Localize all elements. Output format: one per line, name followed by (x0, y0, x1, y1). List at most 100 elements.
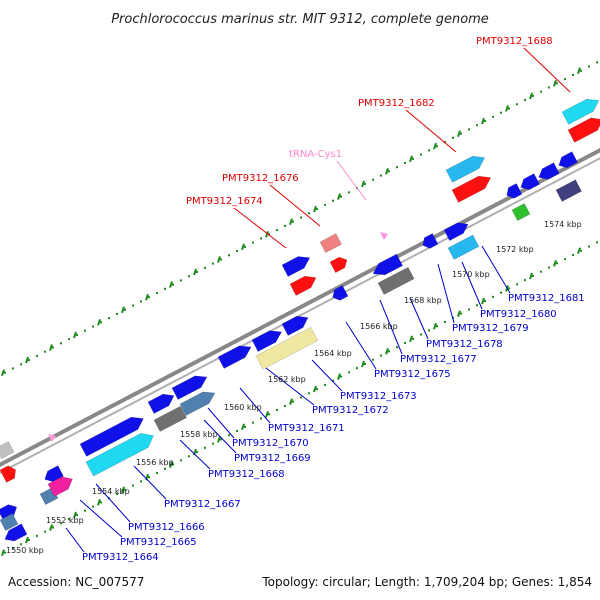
outer-major-tick (409, 155, 413, 163)
gene-label: PMT9312_1678 (426, 339, 503, 350)
genome-title: Prochlorococcus marinus str. MIT 9312, c… (111, 12, 489, 27)
gray-feature-shape (377, 266, 415, 295)
inner-major-tick (169, 461, 173, 468)
outer-major-tick (529, 92, 533, 100)
lightblue-feature-shape (447, 234, 480, 260)
outer-tick-dot (188, 275, 190, 278)
kbp-scale: 1550 kbp 1552 kbp 1554 kbp 1556 kbp 1558 kbp… (6, 220, 582, 555)
cds-arrow (4, 523, 28, 542)
outer-tick-dot (204, 266, 206, 269)
outer-tick-dot (444, 141, 446, 144)
gene-label: PMT9312_1668 (208, 469, 285, 480)
inner-tick-dot (260, 417, 262, 420)
kbp-label: 1560 kbp (224, 403, 262, 412)
feature-track (0, 98, 600, 542)
outer-major-tick (385, 168, 389, 175)
gene-label: PMT9312_1675 (374, 369, 451, 380)
genome-backbone (0, 147, 600, 474)
cds-arrow (147, 393, 175, 414)
gray-feature (153, 405, 187, 432)
label-leader-line (65, 527, 85, 553)
outer-major-tick (1, 369, 5, 376)
outer-tick-dot (524, 99, 526, 102)
inner-tick-dot (412, 337, 414, 340)
inner-major-tick (481, 297, 485, 305)
kbp-label: 1564 kbp (314, 349, 352, 358)
outer-tick-dot (20, 363, 22, 366)
inner-tick-dot (540, 270, 542, 273)
outer-tick-dot (420, 153, 422, 156)
cds-arrow (520, 173, 540, 190)
outer-tick-dot (388, 170, 390, 173)
trna-marker (48, 434, 56, 442)
inner-tick-dot (572, 253, 574, 256)
inner-major-tick (217, 436, 221, 443)
inner-tick-dot (148, 476, 150, 479)
inner-tick-dot (204, 446, 206, 449)
outer-tick-dot (596, 61, 598, 64)
steel-feature-shape (179, 391, 216, 416)
label-leader-line (269, 184, 321, 227)
outer-tick-dot (268, 233, 270, 236)
inner-major-tick (433, 322, 437, 330)
outer-tick-dot (564, 78, 566, 81)
inner-tick-dot (468, 308, 470, 311)
gene-label: PMT9312_1676 (222, 173, 299, 184)
outer-tick-dot (244, 245, 246, 248)
cds-arrow-shape (443, 222, 469, 241)
outer-major-tick (361, 180, 365, 188)
backbone-line-inner (0, 157, 600, 474)
cds-arrow (281, 256, 311, 277)
kbp-label: 1556 kbp (136, 458, 174, 467)
cds-arrow-shape (422, 233, 439, 249)
cds-arrow-shape (79, 416, 144, 457)
cds-arrow-shape (520, 173, 540, 190)
inner-tick-dot (244, 425, 246, 428)
gene-label: PMT9312_1665 (120, 537, 197, 548)
inner-tick-dot (212, 442, 214, 445)
outer-major-tick (505, 105, 509, 112)
outer-major-tick (193, 268, 197, 276)
cds-arrow-shape (44, 465, 64, 482)
steel-feature-shape (0, 513, 19, 531)
outer-tick-dot (436, 145, 438, 148)
label-leader-line (409, 297, 429, 340)
outer-major-tick (217, 256, 221, 263)
inner-tick-dot (356, 367, 358, 370)
cds-arrow (281, 315, 309, 336)
inner-tick-dot (444, 321, 446, 324)
green-feature-shape (511, 203, 531, 221)
inner-tick-dot (220, 438, 222, 441)
cyan-feature (561, 98, 600, 125)
outer-major-tick (241, 243, 245, 251)
cds-arrow (558, 151, 578, 168)
lightblue-feature (447, 234, 480, 260)
outer-tick-dot (396, 166, 398, 169)
cds-arrow-shape (538, 162, 560, 180)
outer-tick-dot (92, 325, 94, 328)
gene-label: PMT9312_1681 (508, 293, 585, 304)
gene-label: PMT9312_1679 (452, 323, 529, 334)
cds-arrow (443, 222, 469, 241)
inner-major-tick (265, 410, 269, 418)
outer-tick-dot (308, 212, 310, 215)
outer-major-tick (577, 67, 581, 75)
inner-tick-dot (44, 530, 46, 533)
outer-tick-dot (236, 250, 238, 253)
gene-label: PMT9312_1667 (164, 499, 241, 510)
inner-tick-dot (164, 467, 166, 470)
gray-feature (0, 441, 15, 459)
inner-tick-dot (92, 505, 94, 508)
gene-label: PMT9312_1671 (268, 423, 345, 434)
gray-feature-shape (153, 405, 187, 432)
inner-tick-dot (516, 283, 518, 286)
outer-tick-dot (508, 107, 510, 110)
outer-tick-dot (404, 161, 406, 164)
cds-arrow (332, 285, 349, 301)
inner-tick-dot (76, 513, 78, 516)
outer-tick-dot (52, 346, 54, 349)
label-leader-line (379, 299, 403, 355)
outer-tick-dot (412, 157, 414, 160)
cyan-feature (85, 432, 154, 477)
outer-tick-dot (28, 359, 30, 362)
